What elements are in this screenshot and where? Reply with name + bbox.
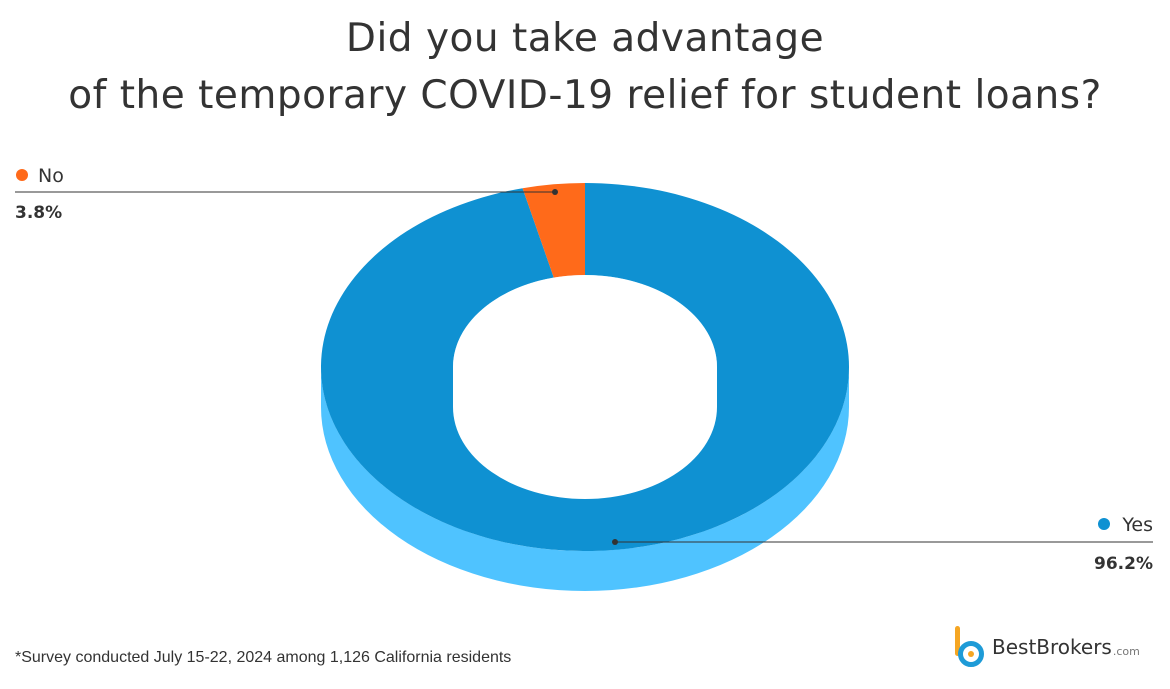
legend-label-yes: Yes	[1121, 514, 1153, 536]
donut-hole	[453, 275, 717, 499]
slices-layer	[320, 183, 849, 591]
slice-yes	[320, 183, 849, 551]
chart-title-line-2: of the temporary COVID-19 relief for stu…	[68, 73, 1102, 118]
legend-dot-yes	[1098, 518, 1110, 530]
leader-dot-no	[552, 189, 558, 195]
chart-title: Did you take advantage of the temporary …	[0, 10, 1170, 124]
brand-name: BestBrokers	[992, 635, 1112, 659]
brand-suffix: .com	[1112, 644, 1140, 658]
legend-dot-no	[16, 169, 28, 181]
outer-wall-yes	[321, 367, 849, 591]
chart-title-line-1: Did you take advantage	[345, 16, 825, 61]
brand-logo: BestBrokers .com	[952, 624, 1140, 670]
legend-label-no: No	[38, 165, 64, 187]
leader-dot-yes	[612, 539, 618, 545]
value-label-no: 3.8%	[15, 203, 62, 223]
value-label-yes: 96.2%	[1094, 554, 1153, 574]
footnote: *Survey conducted July 15-22, 2024 among…	[15, 649, 512, 666]
brand-mark-icon	[955, 626, 984, 667]
callouts-layer: No 3.8% Yes 96.2%	[15, 165, 1153, 574]
slice-no	[522, 183, 585, 278]
